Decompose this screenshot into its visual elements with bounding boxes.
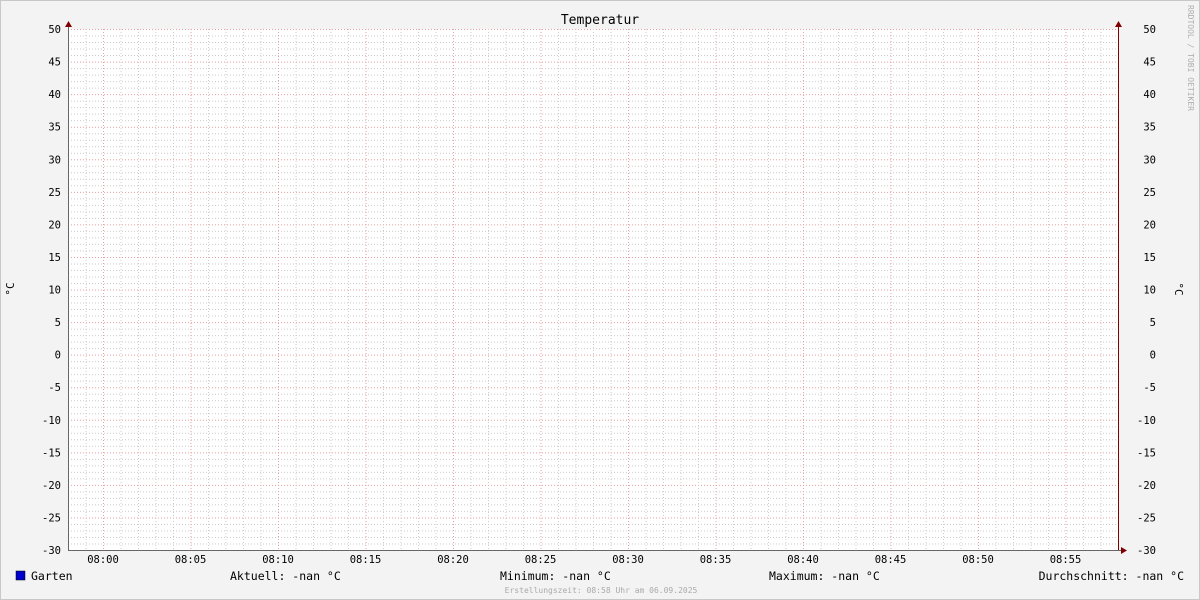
y-tick-label-right: 20: [1143, 219, 1156, 231]
y-axis-label-left: °C: [4, 282, 17, 295]
y-tick-label-left: 50: [48, 24, 61, 36]
legend-swatch-garten: [15, 570, 26, 581]
y-tick-label-left: 25: [48, 187, 61, 199]
y-axis-arrow-left: [65, 21, 72, 27]
y-tick-label-left: 30: [48, 154, 61, 166]
y-tick-label-right: -20: [1137, 480, 1156, 492]
y-tick-label-right: 40: [1143, 89, 1156, 101]
x-tick-label: 08:50: [962, 554, 994, 566]
x-tick-label: 08:10: [262, 554, 294, 566]
x-tick-label: 08:25: [525, 554, 557, 566]
y-tick-label-right: 15: [1143, 252, 1156, 264]
y-tick-label-left: 15: [48, 252, 61, 264]
y-tick-label-left: -20: [42, 480, 61, 492]
y-tick-label-left: 20: [48, 219, 61, 231]
legend-maximum: Maximum: -nan °C: [769, 569, 880, 583]
legend-current: Aktuell: -nan °C: [230, 569, 341, 583]
y-tick-label-left: 45: [48, 57, 61, 69]
y-tick-label-right: 5: [1150, 317, 1156, 329]
y-tick-label-left: -30: [42, 545, 61, 557]
y-tick-label-right: -25: [1137, 512, 1156, 524]
legend-minimum: Minimum: -nan °C: [500, 569, 611, 583]
footer-timestamp: Erstellungszeit: 08:58 Uhr am 06.09.2025: [505, 586, 698, 595]
y-tick-label-right: 0: [1150, 350, 1156, 362]
grid: [65, 21, 1127, 554]
y-tick-label-right: 10: [1143, 285, 1156, 297]
y-tick-label-right: 35: [1143, 122, 1156, 134]
y-tick-label-left: 35: [48, 122, 61, 134]
y-tick-label-right: -10: [1137, 415, 1156, 427]
watermark: RRDTOOL / TOBI OETIKER: [1186, 5, 1195, 111]
y-tick-label-right: 30: [1143, 154, 1156, 166]
y-tick-label-right: 25: [1143, 187, 1156, 199]
y-tick-label-left: 40: [48, 89, 61, 101]
legend-series-label: Garten: [31, 569, 73, 583]
y-axis-label-right: °C: [1172, 282, 1185, 295]
x-tick-label: 08:20: [437, 554, 469, 566]
y-tick-label-left: -5: [48, 382, 61, 394]
x-tick-label: 08:15: [350, 554, 382, 566]
chart-title: Temperatur: [561, 13, 639, 28]
x-tick-label: 08:30: [612, 554, 644, 566]
y-tick-label-right: -5: [1143, 382, 1156, 394]
y-tick-label-left: -10: [42, 415, 61, 427]
x-tick-label: 08:45: [875, 554, 907, 566]
y-tick-label-right: 45: [1143, 57, 1156, 69]
y-tick-label-left: 0: [55, 350, 61, 362]
y-tick-label-left: 5: [55, 317, 61, 329]
x-tick-label: 08:05: [175, 554, 207, 566]
x-axis-arrow: [1121, 547, 1127, 554]
y-tick-label-right: 50: [1143, 24, 1156, 36]
x-tick-label: 08:35: [700, 554, 732, 566]
y-axis-arrow-right: [1115, 21, 1122, 27]
y-tick-label-left: -15: [42, 447, 61, 459]
x-tick-label: 08:40: [787, 554, 819, 566]
y-tick-label-left: 10: [48, 285, 61, 297]
y-tick-label-right: -30: [1137, 545, 1156, 557]
x-tick-label: 08:55: [1050, 554, 1082, 566]
y-tick-label-right: -15: [1137, 447, 1156, 459]
x-tick-label: 08:00: [87, 554, 119, 566]
legend-average: Durchschnitt: -nan °C: [1039, 569, 1184, 583]
y-tick-label-left: -25: [42, 512, 61, 524]
